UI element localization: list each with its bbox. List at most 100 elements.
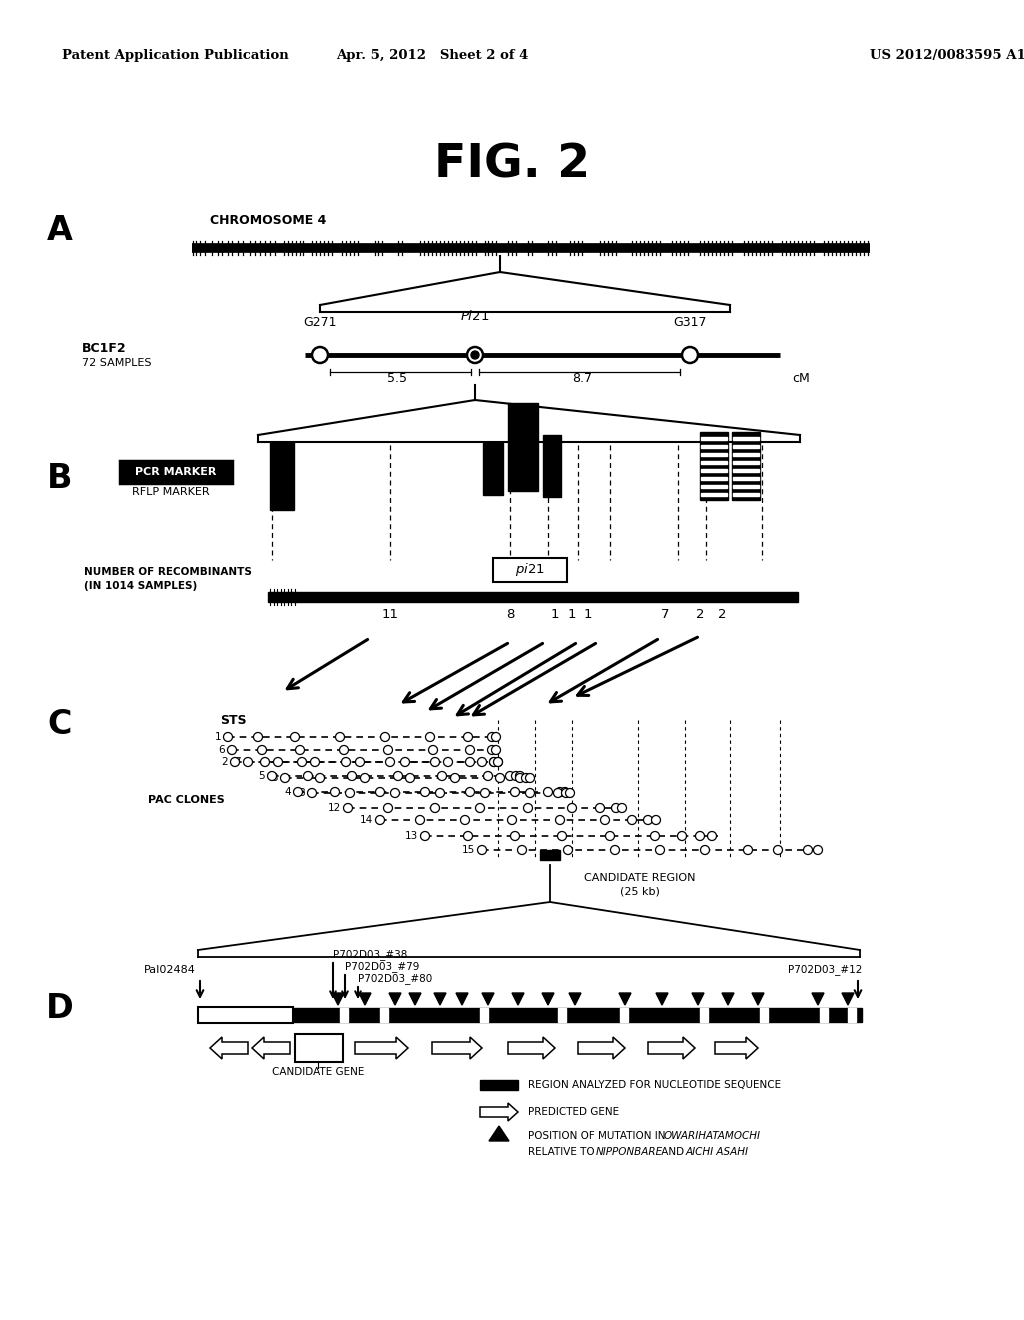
Circle shape bbox=[544, 788, 553, 796]
Circle shape bbox=[244, 758, 253, 767]
Circle shape bbox=[511, 788, 519, 796]
Circle shape bbox=[643, 816, 652, 825]
Polygon shape bbox=[578, 1038, 625, 1059]
Circle shape bbox=[393, 771, 402, 780]
Text: Apr. 5, 2012   Sheet 2 of 4: Apr. 5, 2012 Sheet 2 of 4 bbox=[336, 49, 528, 62]
Bar bbox=[733, 445, 759, 447]
Bar bbox=[701, 445, 727, 447]
Bar bbox=[733, 461, 759, 465]
Circle shape bbox=[230, 758, 240, 767]
Circle shape bbox=[257, 746, 266, 755]
Bar bbox=[270, 442, 294, 510]
Circle shape bbox=[464, 733, 472, 742]
Text: $pi21$: $pi21$ bbox=[515, 561, 545, 578]
Polygon shape bbox=[715, 1038, 758, 1059]
Circle shape bbox=[421, 788, 429, 796]
Circle shape bbox=[804, 846, 812, 854]
Text: 8.7: 8.7 bbox=[572, 371, 593, 384]
Circle shape bbox=[430, 804, 439, 813]
Text: AICHI ASAHI: AICHI ASAHI bbox=[686, 1147, 749, 1158]
Circle shape bbox=[376, 788, 384, 796]
Circle shape bbox=[381, 733, 389, 742]
Circle shape bbox=[260, 758, 269, 767]
Circle shape bbox=[523, 804, 532, 813]
Circle shape bbox=[557, 832, 566, 841]
Bar bbox=[295, 1034, 343, 1063]
Text: 11: 11 bbox=[382, 609, 398, 622]
Circle shape bbox=[611, 804, 621, 813]
Circle shape bbox=[563, 846, 572, 854]
Polygon shape bbox=[210, 1038, 248, 1059]
Text: 8: 8 bbox=[298, 788, 305, 799]
Polygon shape bbox=[409, 993, 421, 1005]
Text: POSITION OF MUTATION IN: POSITION OF MUTATION IN bbox=[528, 1131, 669, 1140]
Circle shape bbox=[340, 746, 348, 755]
Bar bbox=[701, 437, 727, 440]
Circle shape bbox=[506, 771, 514, 780]
Bar bbox=[820, 1008, 828, 1022]
Text: 14: 14 bbox=[359, 814, 373, 825]
Circle shape bbox=[650, 832, 659, 841]
Circle shape bbox=[331, 788, 340, 796]
Bar bbox=[733, 453, 759, 455]
Circle shape bbox=[487, 733, 497, 742]
Bar bbox=[701, 492, 727, 496]
Bar bbox=[733, 484, 759, 488]
Bar bbox=[701, 469, 727, 473]
Circle shape bbox=[406, 774, 415, 783]
Circle shape bbox=[492, 733, 501, 742]
Circle shape bbox=[451, 774, 460, 783]
Text: PAC CLONES: PAC CLONES bbox=[148, 795, 224, 805]
Circle shape bbox=[515, 771, 524, 780]
Bar bbox=[701, 477, 727, 480]
Bar bbox=[543, 436, 561, 498]
Text: REGION ANALYZED FOR NUCLEOTIDE SEQUENCE: REGION ANALYZED FOR NUCLEOTIDE SEQUENCE bbox=[528, 1080, 781, 1090]
Text: 6: 6 bbox=[218, 744, 225, 755]
Text: G271: G271 bbox=[303, 315, 337, 329]
Circle shape bbox=[343, 804, 352, 813]
Text: 5: 5 bbox=[258, 771, 265, 781]
Circle shape bbox=[421, 832, 429, 841]
Circle shape bbox=[426, 733, 434, 742]
Circle shape bbox=[437, 771, 446, 780]
Polygon shape bbox=[656, 993, 668, 1005]
Text: P702D03_#12: P702D03_#12 bbox=[787, 965, 862, 975]
Text: FIG. 2: FIG. 2 bbox=[434, 143, 590, 187]
Circle shape bbox=[294, 788, 302, 796]
Text: CANDIDATE GENE: CANDIDATE GENE bbox=[271, 1067, 365, 1077]
Circle shape bbox=[461, 816, 469, 825]
Circle shape bbox=[471, 351, 479, 359]
Circle shape bbox=[307, 788, 316, 797]
Text: PCR MARKER: PCR MARKER bbox=[135, 467, 217, 477]
Circle shape bbox=[341, 758, 350, 767]
Text: AND: AND bbox=[658, 1147, 687, 1158]
Text: 2: 2 bbox=[718, 609, 726, 622]
Bar bbox=[701, 453, 727, 455]
Text: 8: 8 bbox=[506, 609, 514, 622]
Text: US 2012/0083595 A1: US 2012/0083595 A1 bbox=[870, 49, 1024, 62]
Bar bbox=[480, 1008, 488, 1022]
Text: OWARIHATAMOCHI: OWARIHATAMOCHI bbox=[664, 1131, 761, 1140]
Polygon shape bbox=[692, 993, 705, 1005]
Text: $Pi21$: $Pi21$ bbox=[461, 309, 489, 323]
Circle shape bbox=[312, 347, 328, 363]
Polygon shape bbox=[489, 1126, 509, 1140]
Circle shape bbox=[512, 771, 520, 780]
Bar bbox=[700, 432, 728, 500]
Bar bbox=[540, 850, 560, 861]
Polygon shape bbox=[618, 993, 631, 1005]
FancyBboxPatch shape bbox=[120, 461, 232, 483]
Circle shape bbox=[345, 788, 354, 797]
Bar bbox=[700, 1008, 708, 1022]
Polygon shape bbox=[456, 993, 468, 1005]
Polygon shape bbox=[722, 993, 734, 1005]
Circle shape bbox=[355, 758, 365, 767]
Bar bbox=[701, 461, 727, 465]
Bar bbox=[733, 437, 759, 440]
Text: 7: 7 bbox=[660, 609, 670, 622]
Circle shape bbox=[281, 774, 290, 783]
Bar bbox=[558, 1008, 566, 1022]
Circle shape bbox=[227, 746, 237, 755]
Circle shape bbox=[600, 816, 609, 825]
Text: NIPPONBARE: NIPPONBARE bbox=[596, 1147, 664, 1158]
